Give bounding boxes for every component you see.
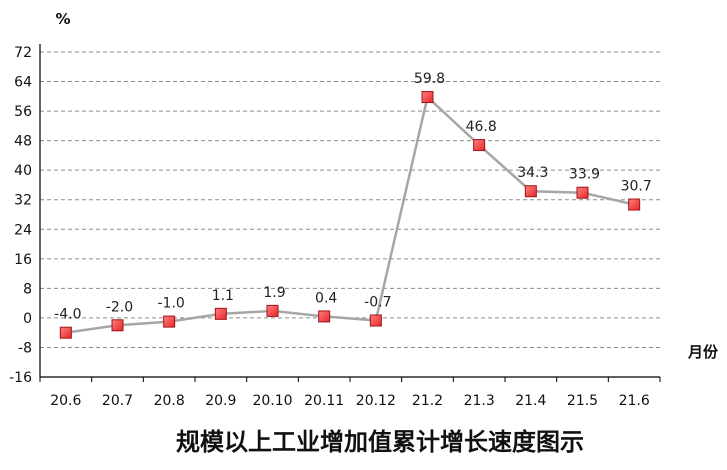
- y-tick-label: 72: [14, 45, 32, 61]
- x-tick-label: 21.2: [412, 393, 443, 409]
- y-tick-label: -8: [18, 340, 32, 356]
- x-tick-label: 21.5: [567, 393, 598, 409]
- data-label: -4.0: [54, 307, 81, 323]
- x-tick-label: 20.8: [154, 393, 185, 409]
- data-point-marker: [524, 185, 537, 198]
- y-tick-labels: -16 -8 0 8 16 24 32 40 48 56 64 72: [9, 45, 32, 386]
- x-tick-label: 21.6: [619, 393, 650, 409]
- x-tick-label: 20.6: [50, 393, 81, 409]
- data-point-marker: [318, 310, 331, 323]
- data-point-marker: [111, 319, 124, 332]
- data-point-marker: [473, 139, 486, 152]
- y-tick-label: 0: [23, 311, 32, 327]
- data-point-marker: [628, 198, 641, 211]
- y-tick-label: 16: [14, 252, 32, 268]
- x-tick-labels: 20.6 20.7 20.8 20.9 20.10 20.11 20.12 21.2 21.3 2…: [50, 393, 650, 409]
- data-point-marker: [163, 315, 176, 328]
- series-line-layer: [65, 95, 635, 334]
- data-label: -2.0: [106, 299, 133, 315]
- x-axis-unit: 月份: [687, 343, 719, 361]
- x-tick-label: 20.12: [356, 393, 396, 409]
- data-point-marker: [369, 314, 382, 327]
- data-label: 30.7: [621, 179, 652, 195]
- x-tick-label: 20.10: [252, 393, 292, 409]
- series-line: [65, 95, 635, 334]
- x-tick-label: 20.7: [102, 393, 133, 409]
- y-tick-label: -16: [9, 370, 32, 386]
- data-markers: [59, 91, 641, 339]
- data-label: 1.1: [212, 288, 234, 304]
- data-label: 1.9: [263, 285, 285, 301]
- y-tick-label: 40: [14, 163, 32, 179]
- data-point-marker: [266, 304, 279, 317]
- axes: [39, 44, 661, 382]
- y-axis-unit: %: [55, 10, 70, 28]
- data-label: 59.8: [414, 71, 445, 87]
- data-labels: -4.0 -2.0 -1.0 1.1 1.9 0.4 -0.7 59.8 46.8 34.3 33.…: [54, 71, 652, 323]
- data-label: 46.8: [466, 119, 497, 135]
- data-label: -0.7: [364, 294, 391, 310]
- chart-title: 规模以上工业增加值累计增长速度图示: [176, 428, 584, 456]
- x-tick-label: 21.3: [464, 393, 495, 409]
- y-tick-label: 32: [14, 193, 32, 209]
- data-point-marker: [59, 326, 72, 339]
- x-tick-label: 21.4: [515, 393, 546, 409]
- data-point-marker: [576, 186, 589, 199]
- y-tick-label: 24: [14, 222, 32, 238]
- data-point-marker: [421, 91, 434, 104]
- y-tick-label: 64: [14, 75, 32, 91]
- data-label: 33.9: [569, 167, 600, 183]
- data-label: -1.0: [158, 296, 185, 312]
- x-tick-label: 20.9: [205, 393, 236, 409]
- data-label: 0.4: [315, 290, 337, 306]
- y-tick-label: 56: [14, 104, 32, 120]
- y-tick-label: 8: [23, 281, 32, 297]
- data-point-marker: [214, 307, 227, 320]
- y-tick-label: 48: [14, 134, 32, 150]
- data-label: 34.3: [517, 165, 548, 181]
- x-tick-label: 20.11: [304, 393, 344, 409]
